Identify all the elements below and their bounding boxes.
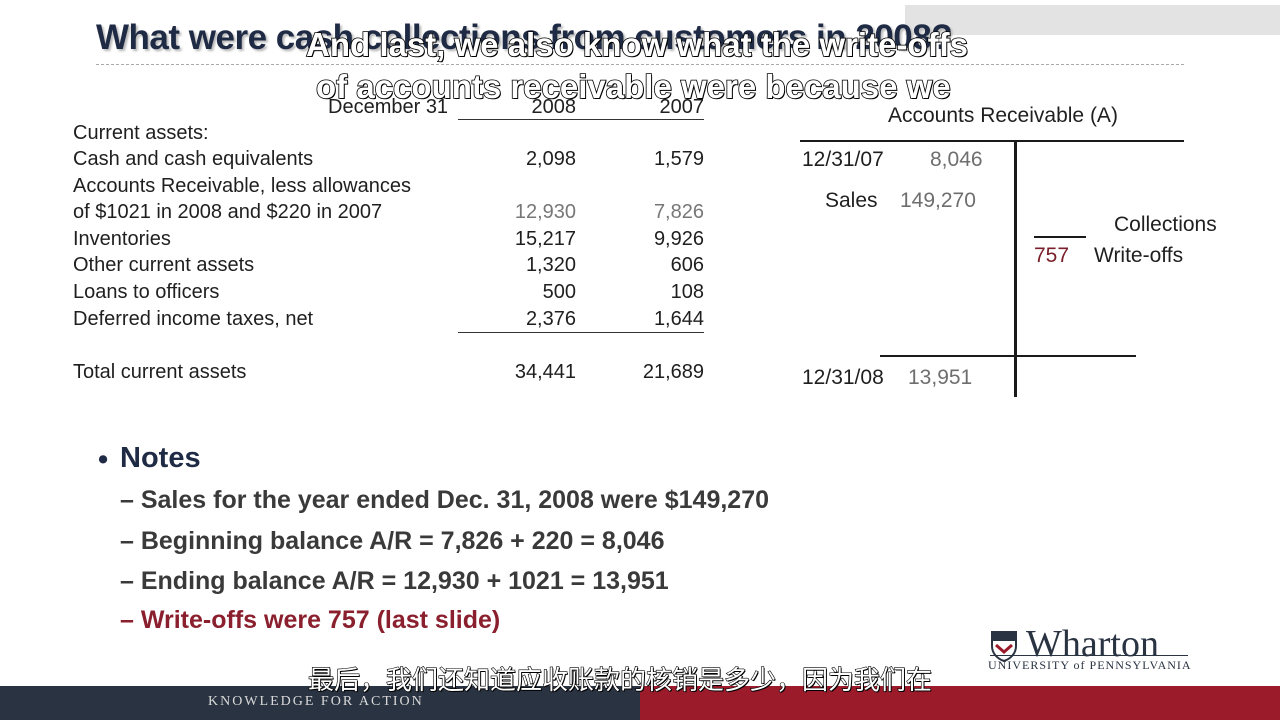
t-account-title: Accounts Receivable (A)	[888, 104, 1118, 127]
bs-section-label: Current assets:	[73, 122, 209, 144]
t-account-divider	[1014, 141, 1017, 397]
bs-row-2008: 15,217	[514, 228, 576, 250]
slide-title: What were cash collections from customer…	[96, 18, 953, 57]
bs-total-label: Total current assets	[73, 361, 247, 383]
bs-row-label: Other current assets	[73, 254, 255, 276]
t-sales-label: Sales	[825, 189, 878, 212]
bs-row-2007: 1,644	[653, 308, 704, 330]
subtitle-chinese: 最后，我们还知道应收账款的核销是多少，因为我们在	[307, 664, 933, 695]
bs-row-2008: 1,320	[525, 254, 576, 276]
footer-bar-right	[640, 686, 1280, 720]
bs-row-2008: 2,098	[525, 148, 576, 170]
bs-row-2007: 9,926	[653, 228, 704, 250]
top-right-panel	[905, 5, 1280, 35]
bs-total-2008: 34,441	[514, 361, 576, 383]
bs-row-label: Accounts Receivable, less allowances	[73, 175, 411, 197]
t-sales-value: 149,270	[900, 189, 976, 212]
bs-row-2008: 500	[542, 281, 576, 303]
bs-header-2007: 2007	[659, 96, 705, 118]
caption-line-2: of accounts receivable were because we	[315, 67, 951, 106]
bs-row-label: Loans to officers	[73, 281, 220, 303]
bs-row-2007: 1,579	[653, 148, 704, 170]
bs-row-2007: 108	[670, 281, 704, 303]
subtotal-rule	[458, 332, 704, 333]
bs-header-label: December 31	[328, 96, 449, 118]
bs-header-2008: 2008	[531, 96, 577, 118]
note-item: – Beginning balance A/R = 7,826 + 220 = …	[120, 527, 665, 555]
notes-bullet: •	[98, 444, 109, 476]
t-begin-date: 12/31/07	[802, 148, 884, 171]
t-account-credit-rule	[1034, 236, 1086, 238]
wharton-logo-subtitle: UNIVERSITY of PENNSYLVANIA	[988, 658, 1192, 672]
note-item-highlight: – Write-offs were 757 (last slide)	[120, 606, 501, 634]
bs-row-2008: 2,376	[525, 308, 576, 330]
bs-row-2007: 7,826	[653, 201, 704, 223]
logo-divider	[990, 655, 1188, 656]
t-end-date: 12/31/08	[802, 366, 884, 389]
note-item: – Sales for the year ended Dec. 31, 2008…	[120, 486, 770, 514]
t-writeoff-value: 757	[1034, 244, 1070, 267]
bs-total-2007: 21,689	[642, 361, 704, 383]
footer-tagline: KNOWLEDGE FOR ACTION	[208, 694, 424, 709]
caption-line-1: And last, we also know what the write-of…	[305, 25, 969, 64]
wharton-logo: Wharton	[1026, 623, 1159, 665]
t-end-value: 13,951	[908, 366, 973, 389]
wharton-shield-icon	[991, 631, 1017, 662]
title-divider	[96, 64, 1184, 65]
bs-row-label: Deferred income taxes, net	[73, 308, 314, 330]
bs-row-label: Inventories	[73, 228, 171, 250]
header-rule	[458, 119, 704, 120]
note-item: – Ending balance A/R = 12,930 + 1021 = 1…	[120, 567, 669, 595]
bs-row-2008: 12,930	[514, 201, 576, 223]
footer-bar-left	[0, 686, 640, 720]
t-writeoff-label: Write-offs	[1094, 244, 1184, 267]
t-collections-label: Collections	[1114, 213, 1217, 236]
bs-row-2007: 606	[670, 254, 704, 276]
notes-heading: Notes	[120, 442, 201, 474]
bs-row-label: of $1021 in 2008 and $220 in 2007	[73, 201, 383, 223]
t-account-total-rule	[880, 355, 1136, 357]
t-account-top-rule	[800, 140, 1184, 142]
t-begin-value: 8,046	[930, 148, 983, 171]
bs-row-label: Cash and cash equivalents	[73, 148, 314, 170]
